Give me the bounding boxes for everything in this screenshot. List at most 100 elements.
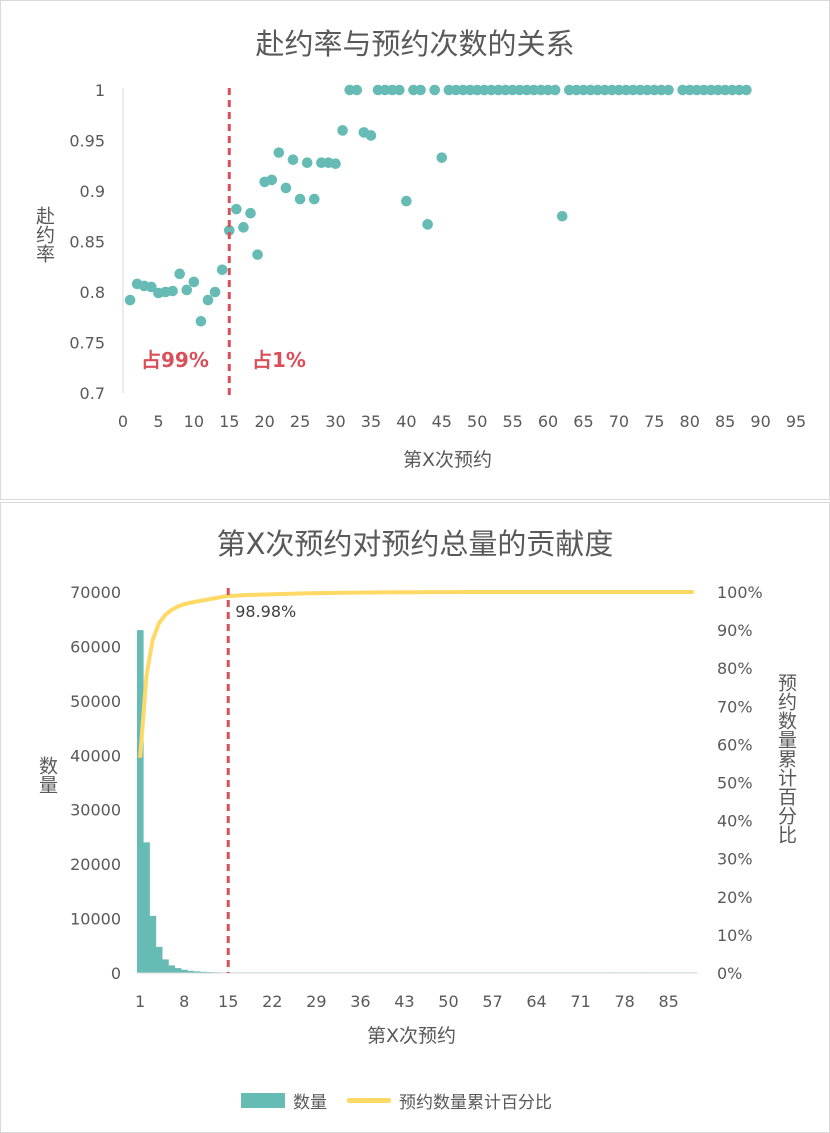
scatter-point: [365, 130, 377, 141]
pareto-right-tick-label: 100%: [717, 583, 763, 602]
legend-swatch-cumulative: [347, 1098, 391, 1103]
pareto-right-tick-label: 40%: [717, 812, 753, 831]
scatter-point: [273, 147, 285, 158]
pareto-x-tick-label: 78: [614, 992, 634, 1011]
pareto-left-tick-label: 30000: [70, 801, 121, 820]
scatter-y-tick-label: 0.7: [80, 384, 105, 403]
pareto-x-tick-label: 64: [526, 992, 546, 1011]
scatter-annotation-right: 占1%: [252, 348, 306, 372]
scatter-y-tick-label: 0.9: [80, 182, 105, 201]
scatter-y-tick-label: 0.8: [80, 283, 105, 302]
scatter-point: [436, 152, 448, 163]
scatter-point: [216, 264, 228, 276]
scatter-point: [167, 285, 178, 297]
scatter-x-tick-label: 30: [325, 412, 345, 431]
pareto-bar: [155, 946, 163, 973]
scatter-x-tick-label: 65: [573, 412, 593, 431]
scatter-point: [181, 284, 193, 296]
scatter-point: [195, 315, 207, 327]
scatter-point: [556, 210, 568, 222]
pareto-bar: [199, 971, 207, 973]
pareto-right-axis-title: 预约数量累计百分比: [775, 673, 797, 844]
scatter-x-tick-label: 75: [644, 412, 664, 431]
scatter-point: [188, 276, 200, 288]
pareto-x-tick-label: 85: [659, 992, 679, 1011]
scatter-point: [422, 219, 433, 230]
scatter-point: [337, 125, 348, 136]
scatter-point: [401, 195, 412, 207]
scatter-point: [308, 193, 320, 205]
scatter-x-tick-label: 60: [538, 412, 558, 431]
scatter-point: [429, 84, 441, 96]
pareto-bar: [137, 630, 144, 973]
scatter-point: [280, 182, 292, 194]
pareto-right-tick-label: 80%: [717, 659, 753, 678]
pareto-bar: [187, 970, 194, 973]
scatter-x-tick-label: 95: [786, 412, 806, 431]
pareto-right-tick-label: 90%: [717, 621, 753, 640]
scatter-x-tick-label: 70: [609, 412, 629, 431]
pareto-cumulative-line: [138, 590, 694, 758]
pareto-x-tick-label: 29: [306, 992, 326, 1011]
scatter-x-tick-label: 85: [715, 412, 735, 431]
scatter-point: [231, 203, 242, 215]
pareto-bar: [193, 971, 201, 973]
scatter-point: [294, 193, 306, 205]
pareto-left-axis-title: 数量: [36, 756, 58, 794]
scatter-point: [223, 225, 235, 236]
pareto-reference-label: 98.98%: [235, 602, 296, 621]
scatter-point: [330, 158, 341, 170]
scatter-point: [266, 174, 278, 186]
pareto-left-tick-label: 20000: [70, 855, 121, 874]
scatter-y-tick-label: 0.75: [69, 334, 105, 353]
scatter-point: [549, 84, 561, 96]
scatter-y-tick-label: 0.85: [69, 233, 105, 252]
scatter-y-axis-title: 赴约率: [33, 206, 55, 263]
scatter-y-tick-label: 0.95: [69, 132, 105, 151]
legend-swatch-count: [241, 1093, 285, 1108]
pareto-right-tick-label: 0%: [717, 964, 742, 983]
scatter-x-tick-label: 15: [219, 412, 239, 431]
pareto-left-tick-label: 50000: [70, 692, 121, 711]
pareto-bar: [174, 968, 182, 973]
scatter-annotation-left: 占99%: [141, 348, 209, 372]
scatter-point: [209, 286, 221, 298]
pareto-x-tick-label: 15: [218, 992, 238, 1011]
pareto-left-tick-label: 60000: [70, 637, 121, 656]
scatter-x-tick-label: 90: [750, 412, 770, 431]
pareto-plot-area: 0 10000 20000 30000 40000 50000 60000 70000 0% 10…: [70, 583, 763, 1011]
pareto-right-tick-label: 20%: [717, 888, 753, 907]
scatter-x-tick-label: 5: [153, 412, 163, 431]
pareto-bar: [168, 965, 176, 973]
legend-item-count: 数量: [241, 1088, 327, 1113]
scatter-point: [351, 84, 363, 96]
pareto-x-tick-label: 57: [482, 992, 502, 1011]
scatter-point: [174, 268, 185, 280]
scatter-point: [245, 207, 256, 219]
legend-label-cumulative: 预约数量累计百分比: [399, 1093, 552, 1113]
pareto-legend: 数量 预约数量累计百分比: [241, 1088, 572, 1113]
scatter-chart-title: 赴约率与预约次数的关系: [255, 27, 575, 61]
scatter-point: [202, 294, 214, 306]
pareto-x-tick-label: 71: [570, 992, 590, 1011]
pareto-x-tick-label: 1: [135, 992, 145, 1011]
scatter-x-tick-label: 35: [361, 412, 381, 431]
scatter-point: [301, 157, 313, 169]
scatter-x-tick-label: 25: [290, 412, 310, 431]
pareto-x-tick-label: 36: [350, 992, 370, 1011]
scatter-x-tick-label: 0: [118, 412, 128, 431]
pareto-right-tick-label: 50%: [717, 774, 753, 793]
pareto-bar: [162, 959, 169, 973]
pareto-chart-panel: 第X次预约对预约总量的贡献度 数量 预约数量累计百分比 第X次预约 0 10000…: [0, 502, 830, 1133]
pareto-left-tick-label: 40000: [70, 746, 121, 765]
scatter-point: [415, 84, 426, 96]
scatter-chart-panel: 赴约率与预约次数的关系 赴约率 第X次预约 0.7 0.75 0.8 0.85 0.9 0…: [0, 0, 830, 500]
pareto-right-tick-label: 30%: [717, 850, 753, 869]
pareto-bar: [143, 842, 150, 973]
pareto-x-tick-label: 22: [262, 992, 282, 1011]
scatter-x-tick-label: 50: [467, 412, 487, 431]
pareto-left-tick-label: 10000: [70, 910, 121, 929]
scatter-x-tick-label: 55: [502, 412, 522, 431]
scatter-point: [124, 294, 136, 306]
